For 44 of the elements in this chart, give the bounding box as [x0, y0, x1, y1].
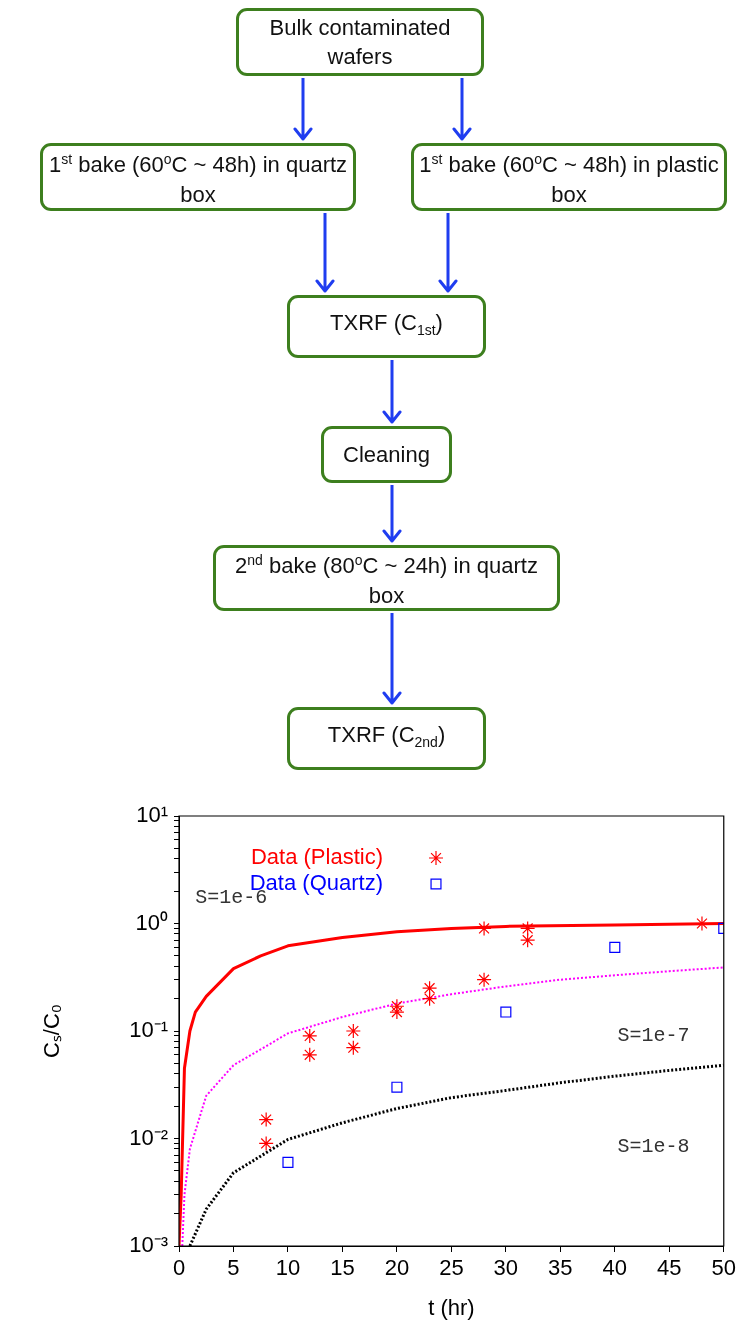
y-axis-title: Cₛ/C₀ [39, 1003, 65, 1059]
text: Bulk contaminated wafers [268, 14, 452, 71]
text: 1$^{st}$ bake (60$^{o}$C ~ 48h) in quartz box [48, 150, 348, 209]
point [345, 1040, 361, 1056]
x-tick-label: 25 [439, 1255, 464, 1281]
y-tick-label: 10⁻³ [129, 1232, 168, 1258]
point [520, 932, 536, 948]
point [500, 1006, 512, 1018]
y-tick-label: 10⁰ [135, 909, 168, 935]
point [694, 915, 710, 932]
x-tick-label: 35 [548, 1255, 573, 1281]
annotation: S=1e-7 [617, 1023, 690, 1047]
x-tick-label: 15 [330, 1255, 355, 1281]
point [609, 941, 621, 953]
point [302, 1028, 318, 1044]
point [421, 991, 438, 1007]
x-tick-label: 20 [384, 1255, 410, 1281]
text: TXRF (C$_{1st}$) [330, 308, 443, 341]
annotation: S=1e-8 [617, 1135, 690, 1159]
y-tick-label: 10¹ [136, 802, 168, 828]
point [476, 972, 492, 988]
y-tick-label: 10⁻² [129, 1124, 168, 1150]
text: 1$^{st}$ bake (60$^{o}$C ~ 48h) in plastic box [419, 150, 719, 209]
x-tick-label: 45 [657, 1255, 682, 1281]
point [258, 1111, 274, 1128]
text: Cleaning [343, 441, 430, 469]
point [391, 1081, 403, 1093]
x-tick-label: 30 [493, 1255, 519, 1281]
x-tick-label: 40 [602, 1255, 628, 1281]
x-tick-label: 5 [227, 1255, 240, 1281]
point [476, 920, 492, 937]
point [421, 980, 438, 996]
text: 2$^{nd}$ bake (80$^{o}$C ~ 24h) in quartz box [234, 551, 539, 610]
x-tick-label: 10 [275, 1255, 301, 1281]
x-axis-title: t (hr) [428, 1294, 475, 1320]
y-tick-label: 10⁻¹ [129, 1017, 168, 1043]
x-tick-label: 50 [711, 1255, 737, 1281]
point [345, 1023, 361, 1039]
point [282, 1156, 294, 1168]
text: TXRF (C$_{2nd}$) [327, 720, 446, 753]
point [258, 1135, 274, 1152]
legend-label: Data (Plastic) [250, 844, 383, 870]
x-tick-label: 0 [172, 1255, 186, 1281]
point [302, 1047, 318, 1063]
